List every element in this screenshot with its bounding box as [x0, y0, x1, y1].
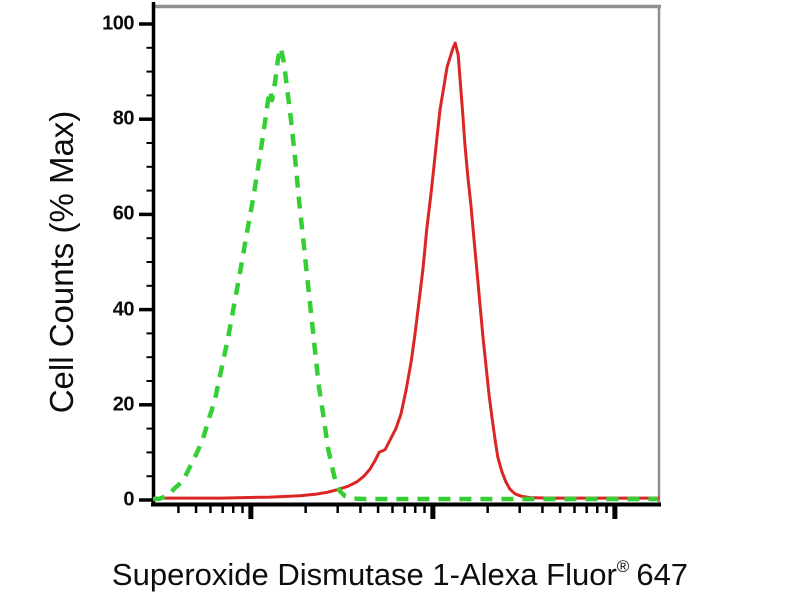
- series-red-solid: [153, 41, 660, 500]
- series-green-dashed: [152, 45, 658, 502]
- y-axis-title: Cell Counts (% Max): [43, 110, 80, 414]
- registered-trademark-symbol: ®: [616, 557, 630, 577]
- x-axis-title-text: Superoxide Dismutase 1-Alexa Fluor: [111, 557, 617, 592]
- x-axis-title-number: 647: [636, 557, 689, 592]
- x-axis-title: Superoxide Dismutase 1-Alexa Fluor® 647: [0, 557, 800, 593]
